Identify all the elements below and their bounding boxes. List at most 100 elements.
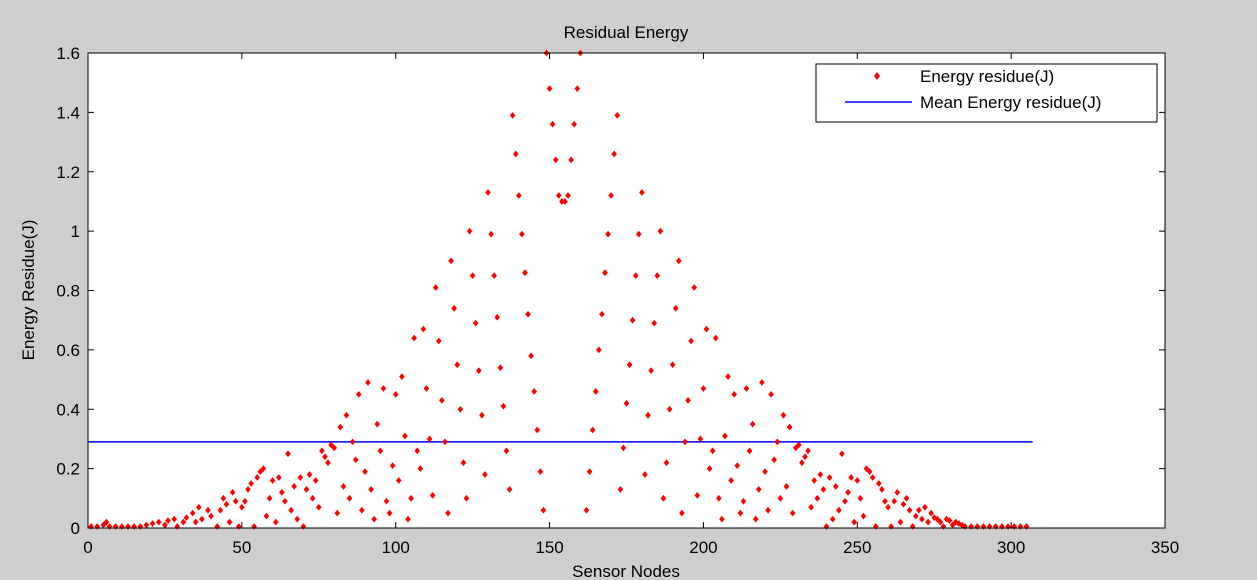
data-point bbox=[802, 453, 808, 461]
data-point bbox=[888, 523, 894, 530]
data-point bbox=[839, 450, 845, 458]
data-point bbox=[423, 385, 430, 392]
data-point bbox=[248, 480, 254, 487]
data-point bbox=[537, 468, 544, 475]
data-point bbox=[799, 459, 805, 467]
legend: Energy residue(J) Mean Energy residue(J) bbox=[815, 63, 1158, 123]
data-point bbox=[891, 497, 898, 505]
data-point bbox=[525, 310, 531, 318]
y-tick-label: 0.4 bbox=[56, 400, 80, 419]
data-point bbox=[568, 156, 574, 164]
data-point bbox=[657, 227, 664, 235]
data-point bbox=[752, 515, 759, 523]
data-point bbox=[556, 192, 562, 199]
data-point bbox=[315, 503, 322, 511]
data-point bbox=[180, 518, 187, 526]
data-point bbox=[697, 435, 704, 443]
data-point bbox=[226, 518, 233, 526]
data-point bbox=[392, 391, 399, 398]
data-point bbox=[494, 313, 501, 321]
data-point bbox=[903, 494, 910, 502]
data-point bbox=[746, 447, 753, 455]
data-point bbox=[349, 438, 356, 446]
data-point bbox=[737, 509, 744, 517]
data-point bbox=[475, 367, 482, 375]
data-point bbox=[608, 192, 614, 199]
data-point bbox=[626, 361, 633, 369]
data-point bbox=[660, 494, 667, 502]
data-point bbox=[885, 503, 891, 511]
data-point bbox=[405, 515, 411, 523]
data-point bbox=[220, 494, 227, 502]
plot-frame bbox=[87, 52, 1166, 529]
data-point bbox=[716, 494, 722, 502]
data-point bbox=[482, 471, 488, 478]
data-point bbox=[740, 497, 747, 505]
data-point bbox=[282, 497, 288, 505]
y-axis-label: Energy Residue(J) bbox=[19, 220, 38, 361]
data-point bbox=[199, 515, 205, 523]
data-point bbox=[257, 468, 264, 475]
data-point bbox=[574, 85, 581, 93]
data-point bbox=[823, 523, 830, 530]
x-tick-label: 300 bbox=[997, 538, 1025, 557]
data-point bbox=[712, 334, 719, 342]
data-point bbox=[294, 515, 301, 523]
data-point bbox=[922, 503, 928, 511]
data-point bbox=[549, 120, 556, 128]
data-point bbox=[306, 471, 313, 478]
data-point bbox=[632, 272, 639, 280]
data-point bbox=[728, 477, 734, 484]
data-point bbox=[876, 480, 882, 487]
data-point bbox=[771, 456, 778, 464]
data-point bbox=[448, 257, 454, 265]
data-point bbox=[614, 111, 621, 119]
y-tick-label: 0.8 bbox=[56, 282, 80, 301]
data-point bbox=[503, 447, 510, 455]
data-point bbox=[183, 514, 190, 522]
legend-box bbox=[815, 63, 1158, 123]
data-point bbox=[500, 402, 507, 410]
data-point bbox=[239, 503, 245, 511]
data-point bbox=[380, 385, 387, 392]
data-point bbox=[155, 518, 162, 526]
y-tick-label: 0 bbox=[71, 519, 80, 538]
data-point bbox=[959, 521, 965, 529]
data-point bbox=[654, 272, 661, 280]
data-point bbox=[829, 515, 836, 523]
data-point bbox=[648, 367, 654, 375]
y-tick-label: 1.4 bbox=[56, 103, 80, 122]
data-point bbox=[552, 156, 559, 164]
data-point bbox=[322, 453, 328, 461]
data-point bbox=[589, 426, 596, 434]
data-point bbox=[171, 515, 177, 523]
data-point bbox=[765, 506, 771, 514]
x-axis-label: Sensor Nodes bbox=[572, 562, 680, 580]
data-point bbox=[906, 506, 913, 514]
data-point bbox=[386, 509, 393, 517]
data-point bbox=[469, 272, 476, 280]
data-point bbox=[845, 488, 851, 496]
data-point bbox=[912, 512, 919, 520]
data-point bbox=[445, 509, 451, 517]
y-tick-label: 1 bbox=[71, 222, 80, 241]
data-point bbox=[749, 420, 756, 428]
data-point bbox=[519, 230, 525, 238]
legend-label-mean-energy-residue: Mean Energy residue(J) bbox=[920, 93, 1101, 112]
data-point bbox=[937, 518, 944, 526]
data-point bbox=[162, 521, 168, 529]
data-point bbox=[359, 506, 365, 514]
data-point bbox=[285, 450, 291, 458]
data-point bbox=[900, 500, 907, 508]
data-point bbox=[629, 316, 636, 324]
data-point bbox=[768, 391, 774, 398]
data-point bbox=[411, 334, 417, 342]
data-point bbox=[636, 230, 642, 238]
data-point bbox=[279, 488, 285, 496]
data-point bbox=[328, 441, 334, 449]
data-point bbox=[192, 518, 199, 526]
data-point bbox=[312, 477, 319, 484]
data-point bbox=[516, 192, 522, 199]
x-tick-label: 200 bbox=[689, 538, 717, 557]
